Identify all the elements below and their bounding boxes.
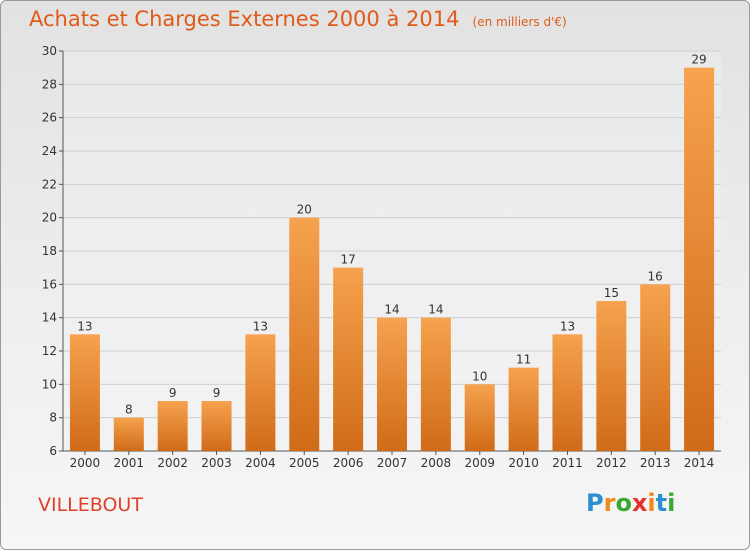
chart-subtitle: (en milliers d'€) bbox=[472, 15, 567, 29]
data-label: 13 bbox=[560, 319, 575, 333]
y-tick-label: 20 bbox=[42, 211, 57, 225]
x-tick-label: 2013 bbox=[640, 456, 671, 470]
y-tick-label: 14 bbox=[42, 311, 57, 325]
x-tick-label: 2007 bbox=[377, 456, 408, 470]
town-name: VILLEBOUT bbox=[38, 494, 143, 516]
brand-letter: t bbox=[655, 489, 668, 517]
data-label: 9 bbox=[169, 386, 177, 400]
data-label: 17 bbox=[340, 253, 355, 267]
data-label: 29 bbox=[691, 53, 706, 67]
data-label: 8 bbox=[125, 403, 133, 417]
bar bbox=[333, 267, 364, 451]
x-tick-label: 2012 bbox=[596, 456, 627, 470]
x-tick-label: 2006 bbox=[333, 456, 364, 470]
data-label: 14 bbox=[428, 303, 443, 317]
title-row: Achats et Charges Externes 2000 à 2014 (… bbox=[29, 7, 567, 31]
bar bbox=[420, 317, 451, 451]
brand-letter: i bbox=[667, 489, 676, 517]
data-label: 16 bbox=[648, 269, 663, 283]
y-tick-label: 28 bbox=[42, 77, 57, 91]
x-tick-label: 2000 bbox=[70, 456, 101, 470]
x-tick-label: 2008 bbox=[421, 456, 452, 470]
y-tick-label: 18 bbox=[42, 244, 57, 258]
bar bbox=[640, 284, 671, 451]
x-tick-label: 2001 bbox=[114, 456, 145, 470]
brand-letter: o bbox=[615, 489, 632, 517]
brand-letter: P bbox=[586, 489, 604, 517]
bar bbox=[157, 401, 188, 451]
data-label: 20 bbox=[297, 203, 312, 217]
bar bbox=[69, 334, 100, 451]
data-label: 14 bbox=[384, 303, 399, 317]
data-label: 13 bbox=[253, 319, 268, 333]
y-tick-label: 16 bbox=[42, 277, 57, 291]
bar bbox=[684, 67, 715, 452]
bar bbox=[508, 367, 539, 451]
data-label: 9 bbox=[213, 386, 221, 400]
x-tick-label: 2011 bbox=[552, 456, 583, 470]
chart-title: Achats et Charges Externes 2000 à 2014 bbox=[29, 7, 460, 31]
y-tick-label: 22 bbox=[42, 177, 57, 191]
bar bbox=[201, 401, 232, 451]
data-label: 11 bbox=[516, 353, 531, 367]
y-tick-label: 26 bbox=[42, 111, 57, 125]
y-tick-label: 30 bbox=[42, 44, 57, 58]
data-label: 15 bbox=[604, 286, 619, 300]
bar bbox=[377, 317, 407, 451]
x-tick-label: 2005 bbox=[289, 456, 320, 470]
brand-letter: x bbox=[631, 489, 648, 517]
x-tick-label: 2014 bbox=[684, 456, 715, 470]
bar bbox=[596, 301, 627, 451]
y-tick-label: 24 bbox=[42, 144, 57, 158]
y-tick-label: 12 bbox=[42, 344, 57, 358]
y-tick-label: 6 bbox=[49, 444, 57, 458]
bar bbox=[245, 334, 276, 451]
bar bbox=[289, 217, 320, 451]
x-tick-label: 2004 bbox=[245, 456, 276, 470]
y-tick-label: 8 bbox=[49, 411, 57, 425]
bar bbox=[552, 334, 583, 451]
bar bbox=[464, 384, 495, 451]
x-tick-label: 2010 bbox=[508, 456, 539, 470]
brand-letter: i bbox=[647, 489, 656, 517]
x-tick-label: 2009 bbox=[464, 456, 495, 470]
data-label: 13 bbox=[77, 319, 92, 333]
x-tick-label: 2003 bbox=[201, 456, 232, 470]
x-tick-label: 2002 bbox=[157, 456, 188, 470]
y-tick-label: 10 bbox=[42, 377, 57, 391]
brand-logo: Proxiti bbox=[586, 489, 675, 517]
brand-letter: r bbox=[603, 489, 616, 517]
bar bbox=[113, 417, 144, 451]
data-label: 10 bbox=[472, 369, 487, 383]
